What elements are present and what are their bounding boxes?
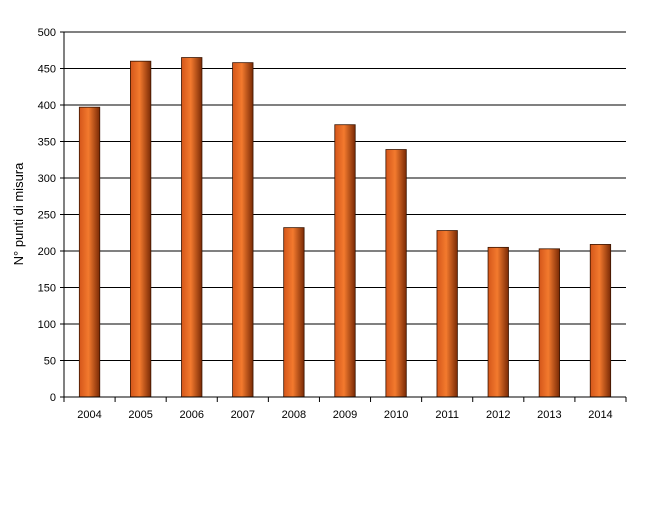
bar-2011 [436,230,458,398]
bar-2004 [78,106,101,398]
y-tick-label: 300 [38,173,56,185]
x-tick-label: 2007 [231,409,255,421]
y-tick-label: 500 [38,27,56,39]
y-tick-label: 450 [38,64,56,76]
bar-2008 [283,227,305,398]
y-tick-label: 250 [38,210,56,222]
x-tick-label: 2010 [384,409,408,421]
x-tick-label: 2014 [588,409,612,421]
bar-2007 [232,62,254,398]
y-tick-label: 200 [38,246,56,258]
bar-2014 [589,244,612,398]
y-tick-label: 350 [38,137,56,149]
y-tick-label: 100 [38,319,56,331]
x-tick-label: 2008 [282,409,306,421]
bar-2009 [334,124,356,398]
bar-2005 [130,60,152,398]
y-tick-labels: 0 50 100 150 200 250 300 350 400 450 500 [38,27,56,404]
x-tick-label: 2012 [486,409,510,421]
axes [60,31,627,402]
x-tick-label: 2004 [77,409,101,421]
x-tick-label: 2011 [435,409,459,421]
bar-2012 [487,246,509,398]
bars [78,57,612,398]
y-tick-label: 150 [38,283,56,295]
y-tick-label: 0 [50,392,56,404]
x-tick-labels: 2004 2005 2006 2007 2008 2009 2010 2011 2012 2013… [77,409,612,421]
bar-2010 [385,149,407,398]
bar-2013 [538,248,560,398]
bar-2006 [181,57,203,398]
y-tick-label: 400 [38,100,56,112]
y-tick-label: 50 [44,356,56,368]
y-axis-label: N° punti di misura [11,162,26,266]
x-tick-label: 2005 [128,409,152,421]
x-tick-label: 2006 [179,409,203,421]
x-tick-label: 2013 [537,409,561,421]
x-tick-label: 2009 [333,409,357,421]
